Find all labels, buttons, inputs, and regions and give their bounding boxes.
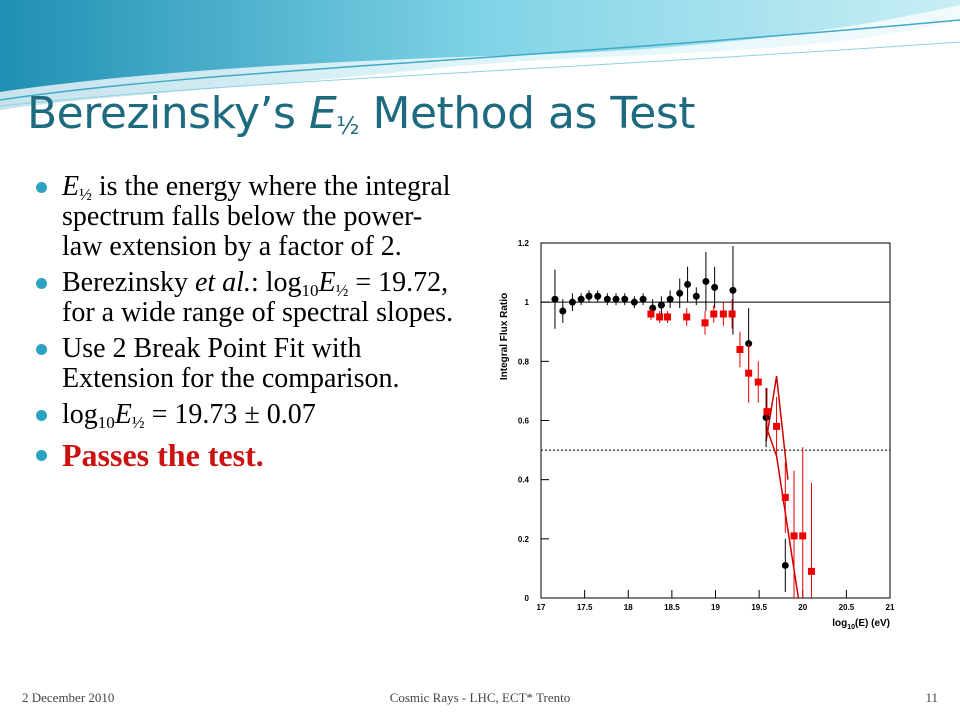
data-point <box>683 313 691 321</box>
data-point <box>585 292 593 300</box>
data-point <box>551 295 559 303</box>
text-run: ½ <box>335 281 349 300</box>
chart: 17 17.5 18 18.5 19 19.5 20 20.5 21 0 0.2 0.4 0.6 0.8 1… <box>499 239 895 631</box>
data-point <box>639 295 647 303</box>
data-point <box>728 310 736 318</box>
header-wave <box>0 5 960 112</box>
x-tick-label: 18.5 <box>664 603 680 612</box>
y-tick-label: 0 <box>525 594 530 603</box>
data-point <box>594 292 602 300</box>
data-point <box>647 310 655 318</box>
bullet: Passes the test. <box>36 437 456 473</box>
x-tick-label: 18 <box>624 603 633 612</box>
data-point <box>559 307 567 315</box>
text-run: log <box>62 399 98 430</box>
chart-background <box>490 196 936 642</box>
text-run: et al. <box>194 267 251 298</box>
data-point <box>763 408 771 416</box>
data-point <box>736 346 744 353</box>
data-point <box>781 561 789 569</box>
plot-area <box>551 245 815 598</box>
text-run: E <box>318 267 336 298</box>
data-point <box>684 280 692 288</box>
y-tick-label: 0.8 <box>518 357 530 366</box>
data-point <box>664 313 672 321</box>
y-tick-label: 0.6 <box>518 417 530 426</box>
text-run: 10 <box>97 413 115 432</box>
footer-center: Cosmic Rays - LHC, ECT* Trento <box>389 690 571 705</box>
text-run: Use 2 Break Point Fit with Extension for… <box>62 333 400 394</box>
data-point <box>762 414 770 422</box>
data-point <box>807 567 815 575</box>
text-run: Passes the test. <box>62 437 264 473</box>
text-run: Berezinsky’s <box>27 88 309 139</box>
x-tick-label: 20 <box>798 603 807 612</box>
data-point <box>603 295 611 303</box>
text-run: ½ <box>79 185 92 204</box>
data-point <box>710 310 718 318</box>
x-axis-label: log10(E) (eV) <box>832 618 890 631</box>
text-run: (E) (eV) <box>855 618 890 629</box>
x-tick-label: 19 <box>711 603 720 612</box>
text-run: 10 <box>847 624 855 631</box>
slide-title: Berezinsky’s E½ Method as Test <box>27 88 696 140</box>
data-point <box>656 313 664 321</box>
bullet-list: E½ is the energy where the integral spec… <box>36 172 456 476</box>
y-axis-label: Integral Flux Ratio <box>499 293 510 380</box>
text-run: = 19.72, for a wide range of spectral sl… <box>62 267 454 328</box>
text-run: ½ <box>131 413 145 432</box>
header-wave-line <box>0 41 960 107</box>
x-tick-label: 17 <box>537 603 546 612</box>
data-point <box>754 378 762 386</box>
fit-line <box>765 376 789 480</box>
data-point <box>630 298 638 306</box>
data-point <box>799 532 807 540</box>
data-point <box>568 298 576 306</box>
y-tick-label: 0.4 <box>518 476 530 485</box>
data-point <box>745 369 753 377</box>
y-tick-label: 1.2 <box>518 239 530 248</box>
data-point <box>676 289 684 297</box>
data-point <box>701 319 709 327</box>
bullet: Berezinsky et al.: log10E½ = 19.72, for … <box>36 268 456 328</box>
y-tick-label: 1 <box>525 298 530 307</box>
text-run: is the energy where the integral spectru… <box>62 171 451 262</box>
text-run: E <box>62 171 80 202</box>
header-wave-line <box>0 19 960 101</box>
data-point <box>702 277 710 285</box>
text-run: ½ <box>336 112 360 140</box>
bullet: E½ is the energy where the integral spec… <box>36 172 456 262</box>
x-tick-label: 19.5 <box>751 603 767 612</box>
text-run: E <box>308 88 337 139</box>
data-point <box>666 295 674 303</box>
text-run: log <box>832 618 847 629</box>
text-run: E <box>114 399 132 430</box>
data-point <box>773 422 781 430</box>
text-run: = 19.73 ± 0.07 <box>144 399 316 430</box>
data-point <box>729 286 737 294</box>
data-point <box>692 292 700 300</box>
data-point <box>719 310 727 318</box>
data-point <box>621 295 629 303</box>
text-run: 10 <box>301 281 319 300</box>
text-run: Berezinsky <box>62 267 195 298</box>
data-point <box>657 301 665 309</box>
data-point <box>577 295 585 303</box>
footer-date: 2 December 2010 <box>22 690 115 705</box>
text-run: : log <box>250 267 302 298</box>
data-point <box>781 493 789 501</box>
x-tick-label: 20.5 <box>839 603 855 612</box>
bullet: log10E½ = 19.73 ± 0.07 <box>36 399 456 432</box>
x-tick-label: 17.5 <box>577 603 593 612</box>
data-point <box>711 283 719 291</box>
bullet: Use 2 Break Point Fit with Extension for… <box>36 334 456 394</box>
footer-page: 11 <box>925 690 938 705</box>
data-point <box>790 532 798 540</box>
y-tick-label: 0.2 <box>518 535 530 544</box>
text-run: Method as Test <box>359 88 696 139</box>
x-tick-label: 21 <box>886 603 895 612</box>
data-point <box>612 295 620 303</box>
